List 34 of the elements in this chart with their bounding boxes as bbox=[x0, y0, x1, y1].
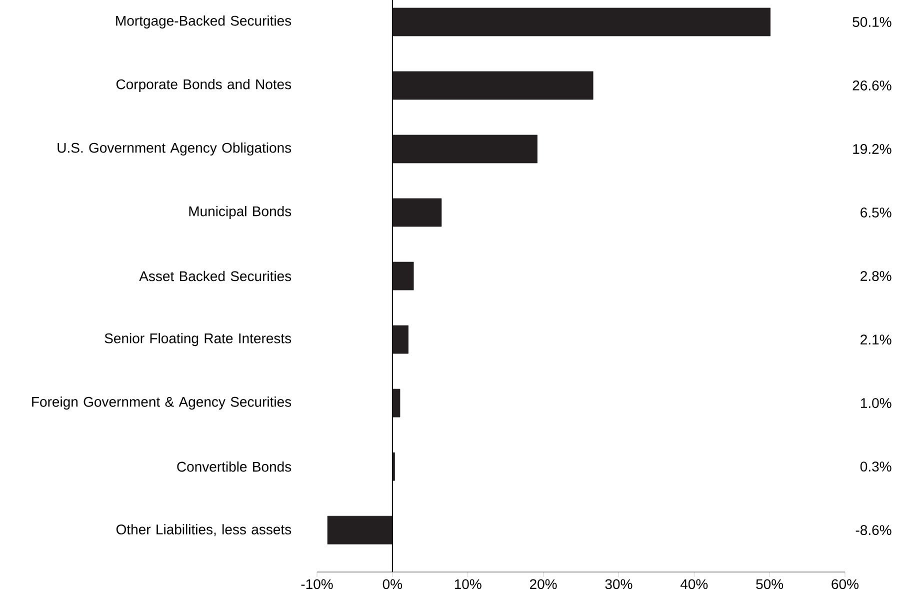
x-tick-label: 40% bbox=[680, 579, 708, 589]
data-label: 6.5% bbox=[860, 208, 892, 218]
bar bbox=[392, 134, 538, 164]
x-tick-label: 0% bbox=[382, 579, 402, 589]
bar bbox=[392, 262, 414, 290]
y-tick-label: Asset Backed Securities bbox=[139, 270, 292, 282]
x-tick-label: 50% bbox=[756, 579, 784, 589]
x-tick-label: 30% bbox=[605, 579, 632, 589]
data-label: 19.2% bbox=[853, 144, 892, 154]
x-tick-label: 20% bbox=[530, 579, 557, 589]
y-tick-label: Foreign Government & Agency Securities bbox=[32, 396, 292, 410]
x-tick-label: 60% bbox=[832, 579, 859, 589]
data-label: 0.3% bbox=[860, 462, 892, 472]
y-tick-label: Corporate Bonds and Notes bbox=[116, 78, 292, 92]
data-label: 1.0% bbox=[860, 398, 892, 408]
data-label: 2.8% bbox=[860, 271, 892, 281]
bar bbox=[392, 388, 400, 418]
data-label: -8.6% bbox=[856, 525, 892, 536]
y-tick-label: Mortgage-Backed Securities bbox=[116, 15, 292, 29]
bar bbox=[392, 71, 594, 100]
y-tick-label: Senior Floating Rate Interests bbox=[104, 333, 292, 346]
x-tick-label: 10% bbox=[454, 579, 482, 589]
y-tick-label: U.S. Government Agency Obligations bbox=[58, 142, 292, 156]
y-tick-label: Municipal Bonds bbox=[189, 206, 292, 220]
data-label: 2.1% bbox=[860, 334, 892, 344]
bar bbox=[392, 198, 442, 227]
bar bbox=[392, 8, 771, 36]
y-tick-label: Other Liabilities, less assets bbox=[116, 524, 292, 536]
bar bbox=[327, 516, 393, 544]
data-label: 26.6% bbox=[852, 80, 892, 90]
bar bbox=[392, 325, 408, 354]
y-tick-label: Convertible Bonds bbox=[177, 461, 292, 472]
data-label: 50.1% bbox=[852, 17, 892, 27]
x-tick-label: -10% bbox=[301, 579, 333, 589]
